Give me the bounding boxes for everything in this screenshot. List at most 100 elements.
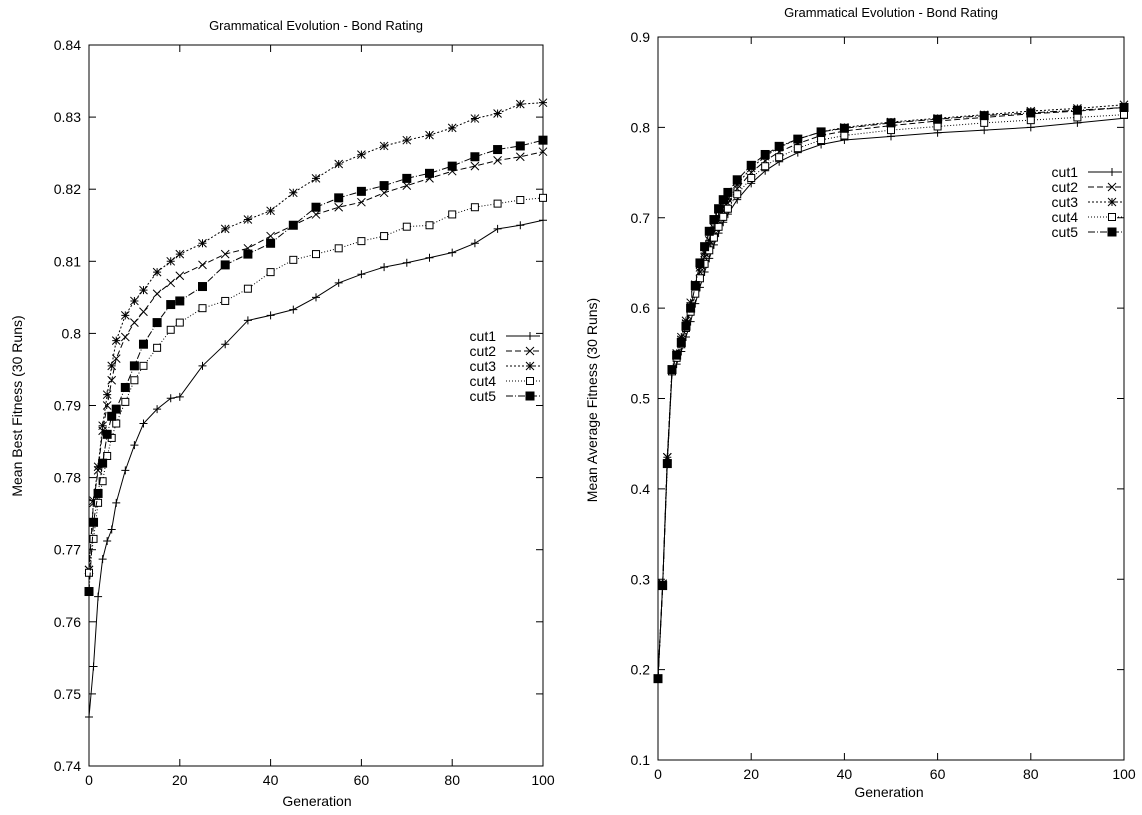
- data-point: [1026, 123, 1035, 132]
- data-point: [653, 674, 663, 684]
- data-point: [714, 212, 723, 222]
- data-point: [98, 555, 107, 564]
- y-tick-label: 0.7: [631, 210, 651, 226]
- series-cut1: [85, 216, 547, 721]
- data-point: [714, 204, 724, 214]
- legend-marker: [1108, 213, 1116, 221]
- data-point: [447, 161, 457, 171]
- data-point: [695, 274, 704, 283]
- data-point: [93, 462, 103, 472]
- data-point: [139, 419, 148, 428]
- chart-title: Grammatical Evolution - Bond Rating: [784, 5, 998, 20]
- data-point: [311, 202, 321, 212]
- data-point: [723, 204, 732, 213]
- data-point: [166, 325, 175, 334]
- data-point: [718, 202, 728, 212]
- data-point: [1120, 110, 1128, 119]
- data-point: [102, 390, 112, 400]
- y-tick-label: 0.9: [631, 29, 651, 45]
- data-point: [747, 173, 756, 182]
- chart-title: Grammatical Evolution - Bond Rating: [209, 18, 423, 33]
- data-point: [933, 114, 943, 124]
- data-point: [493, 156, 502, 165]
- y-tick-label: 0.76: [54, 614, 81, 630]
- data-point: [704, 235, 714, 245]
- data-point: [120, 311, 130, 320]
- data-point: [130, 296, 139, 306]
- data-point: [709, 233, 718, 242]
- data-point: [1072, 105, 1082, 115]
- data-point: [658, 581, 668, 591]
- y-tick-label: 0.75: [54, 686, 81, 702]
- data-point: [700, 248, 709, 258]
- legend-label: cut4: [470, 373, 497, 389]
- data-point: [138, 339, 148, 349]
- data-point: [425, 253, 434, 262]
- y-tick-label: 0.79: [54, 398, 81, 414]
- data-point: [266, 311, 275, 320]
- data-point: [107, 525, 116, 534]
- data-point: [312, 293, 320, 302]
- legend-label: cut5: [1052, 224, 1079, 240]
- data-point: [120, 332, 130, 342]
- legend-label: cut4: [1052, 209, 1079, 225]
- data-point: [243, 284, 252, 293]
- data-point: [266, 206, 275, 216]
- legend-label: cut3: [470, 358, 497, 374]
- data-point: [198, 282, 207, 292]
- data-point: [121, 466, 130, 475]
- y-tick-label: 0.8: [62, 325, 82, 341]
- data-point: [515, 152, 525, 162]
- plot-frame: [657, 36, 1125, 761]
- x-tick-label: 60: [354, 772, 370, 788]
- legend-label: cut2: [470, 343, 497, 359]
- data-point: [760, 149, 770, 159]
- data-point: [704, 226, 714, 236]
- data-point: [243, 215, 253, 224]
- data-point: [153, 343, 162, 352]
- data-point: [695, 258, 705, 268]
- legend-marker: [1107, 182, 1117, 192]
- data-point: [288, 188, 298, 198]
- data-point: [166, 300, 176, 310]
- series-cut5: [84, 135, 548, 597]
- data-point: [1026, 108, 1036, 118]
- data-point: [539, 193, 547, 202]
- data-point: [89, 517, 99, 527]
- data-point: [89, 662, 98, 671]
- data-point: [129, 361, 139, 371]
- data-point: [334, 278, 343, 287]
- series-cut3: [84, 98, 548, 575]
- data-point: [93, 488, 103, 498]
- x-axis-label: Generation: [282, 793, 351, 809]
- data-point: [357, 197, 366, 207]
- y-axis-label: Mean Average Fitness (30 Runs): [584, 298, 600, 502]
- data-point: [793, 134, 803, 144]
- data-point: [175, 296, 185, 306]
- legend-marker: [1108, 168, 1116, 176]
- data-point: [447, 123, 457, 133]
- x-tick-label: 20: [172, 772, 188, 788]
- x-tick-label: 40: [263, 772, 279, 788]
- data-point: [311, 174, 321, 183]
- y-tick-label: 0.78: [54, 470, 81, 486]
- legend-marker: [526, 332, 534, 340]
- data-point: [539, 216, 547, 225]
- data-point: [839, 123, 849, 133]
- data-point: [221, 340, 230, 349]
- data-point: [840, 131, 849, 140]
- data-point: [761, 162, 770, 171]
- data-point: [425, 221, 434, 230]
- data-point: [515, 99, 525, 109]
- data-point: [515, 141, 525, 151]
- data-point: [130, 376, 139, 385]
- legend-marker: [1107, 197, 1117, 207]
- data-point: [516, 196, 525, 205]
- data-point: [220, 260, 230, 270]
- data-point: [111, 336, 121, 345]
- data-point: [686, 298, 695, 308]
- data-point: [681, 316, 691, 326]
- data-point: [103, 537, 112, 546]
- data-point: [112, 419, 121, 428]
